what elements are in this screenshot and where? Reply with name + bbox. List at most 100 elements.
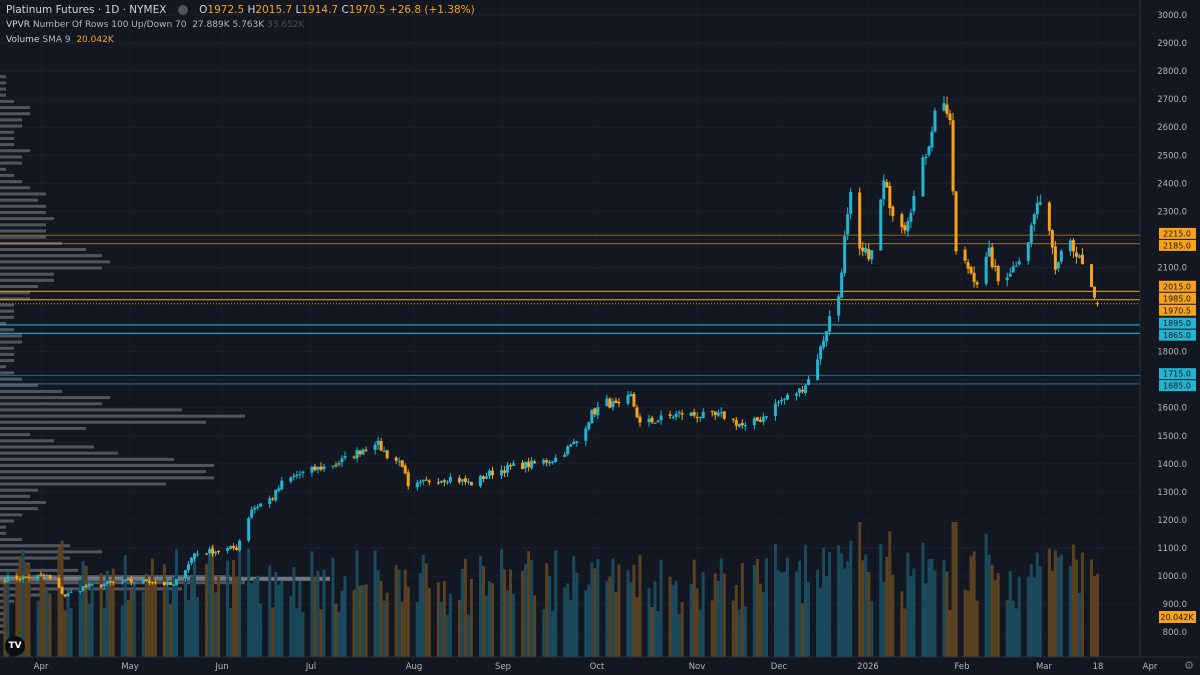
volume-bar: [1011, 600, 1015, 657]
candle-body: [927, 146, 931, 156]
candle-body: [250, 509, 254, 518]
volume-bar: [650, 606, 654, 657]
candle-body: [292, 475, 296, 478]
volume-legend[interactable]: Volume SMA 9 20.042K: [6, 35, 114, 45]
volume-bar: [843, 568, 847, 657]
volume-bar: [885, 556, 889, 657]
candle-body: [15, 576, 19, 580]
candle-body: [617, 401, 621, 404]
candle-body: [587, 422, 591, 430]
candle-body: [168, 582, 172, 585]
candles: [3, 96, 1100, 598]
candle-body: [650, 417, 654, 423]
volume-bar: [533, 595, 537, 657]
volume-bar: [460, 568, 464, 657]
vpvr-legend[interactable]: VPVR Number Of Rows 100 Up/Down 70 27.88…: [6, 20, 304, 30]
volume-bar: [120, 605, 124, 657]
volume-bar: [144, 574, 148, 657]
candle-body: [319, 466, 323, 470]
volume-bar: [1093, 575, 1096, 657]
symbol-title[interactable]: Platinum Futures · 1D · NYMEX: [6, 4, 167, 16]
candle-body: [740, 423, 744, 426]
candle-body: [1026, 242, 1030, 261]
price-tag-label: 1865.0: [1163, 331, 1191, 340]
volume-profile-row: [0, 173, 14, 177]
candle-body: [554, 457, 558, 462]
volume-profile-row: [0, 389, 62, 393]
price-tag-label: 2015.0: [1163, 282, 1191, 291]
volume-bar: [232, 559, 236, 657]
volume-bar: [186, 599, 190, 657]
volume-profile-row: [0, 309, 14, 313]
price-tick-label: 2900.0: [1157, 39, 1187, 49]
volume-bar: [966, 591, 970, 657]
volume-tag-label: 20.042K: [1160, 613, 1194, 622]
candle-body: [743, 425, 747, 427]
candle-body: [39, 574, 43, 576]
candle-body: [668, 414, 672, 416]
volume-bar: [927, 559, 931, 657]
volume-bar: [779, 572, 783, 657]
volume-bar: [635, 597, 639, 657]
vpvr-down: 5.763K: [232, 20, 265, 30]
volume-bar: [692, 559, 696, 657]
volume-bar: [942, 559, 946, 657]
candle-body: [969, 266, 973, 274]
volume-profile-row: [0, 507, 38, 511]
volume-value: 20.042K: [76, 35, 114, 45]
volume-bar: [924, 583, 928, 657]
volume-bar: [512, 593, 516, 657]
volume-bar: [165, 586, 169, 657]
volume-bar: [545, 563, 549, 657]
volume-profile-row: [0, 254, 102, 258]
volume-bar: [102, 607, 106, 657]
volume-bar: [171, 577, 175, 657]
volume-bar: [126, 599, 130, 657]
volume-bar: [575, 572, 579, 657]
settings-gear-icon[interactable]: ⚙: [1184, 659, 1194, 672]
volume-bar: [491, 583, 494, 657]
volume-bar: [364, 584, 368, 657]
volume-bar: [259, 603, 263, 657]
candle-body: [322, 466, 326, 470]
candle-body: [722, 411, 726, 419]
candle-body: [719, 412, 723, 414]
volume-bar: [795, 571, 799, 657]
price-tick-label: 900.0: [1163, 600, 1187, 610]
volume-bar: [1050, 570, 1054, 657]
candle-body: [1077, 255, 1081, 258]
volume-bar: [457, 599, 461, 657]
candle-body: [174, 579, 178, 586]
volume-bar: [235, 576, 239, 657]
time-axis[interactable]: [0, 657, 1200, 675]
volume-bar: [63, 610, 67, 657]
tradingview-logo[interactable]: TV: [5, 636, 25, 656]
price-tag-label: 1985.0: [1163, 294, 1191, 303]
price-tag: [1159, 280, 1196, 292]
candle-body: [1096, 303, 1100, 305]
volume-bar: [484, 595, 488, 657]
volume-profile-row: [0, 556, 70, 560]
candle-body: [653, 422, 657, 424]
volume-profile-row: [0, 426, 86, 430]
volume-bars: [3, 522, 1100, 657]
candle-body: [364, 449, 368, 451]
time-tick-label: Apr: [34, 662, 49, 672]
candle-body: [277, 488, 281, 491]
candle-body: [190, 557, 193, 564]
candle-body: [656, 420, 660, 423]
candle-body: [217, 550, 221, 552]
volume-bar: [638, 554, 642, 657]
collapse-icon[interactable]: [177, 5, 188, 15]
volume-profile-row: [0, 143, 14, 147]
volume-bar: [421, 554, 425, 657]
volume-bar: [153, 579, 157, 657]
volume-bar: [1096, 573, 1100, 657]
volume-bar: [271, 607, 275, 657]
volume-bar: [1005, 600, 1009, 657]
volume-bar: [316, 570, 320, 657]
price-tag: [1159, 380, 1196, 392]
volume-profile-row: [0, 420, 206, 424]
candle-body: [183, 569, 187, 579]
